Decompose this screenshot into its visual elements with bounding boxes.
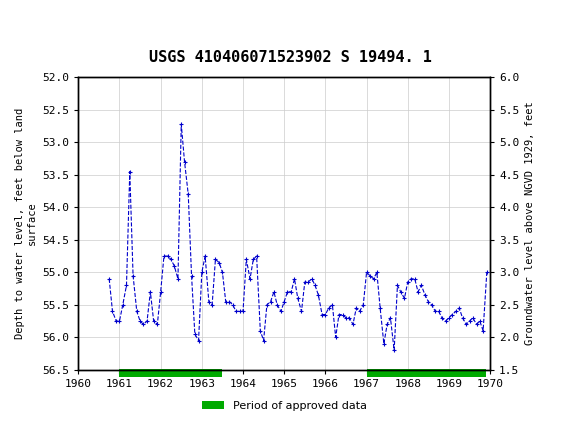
Y-axis label: Depth to water level, feet below land
surface: Depth to water level, feet below land su… [15, 108, 37, 339]
Legend: Period of approved data: Period of approved data [197, 396, 371, 415]
Text: USGS 410406071523902 S 19494. 1: USGS 410406071523902 S 19494. 1 [148, 50, 432, 65]
Y-axis label: Groundwater level above NGVD 1929, feet: Groundwater level above NGVD 1929, feet [525, 102, 535, 345]
Text: ☒USGS: ☒USGS [9, 16, 72, 36]
